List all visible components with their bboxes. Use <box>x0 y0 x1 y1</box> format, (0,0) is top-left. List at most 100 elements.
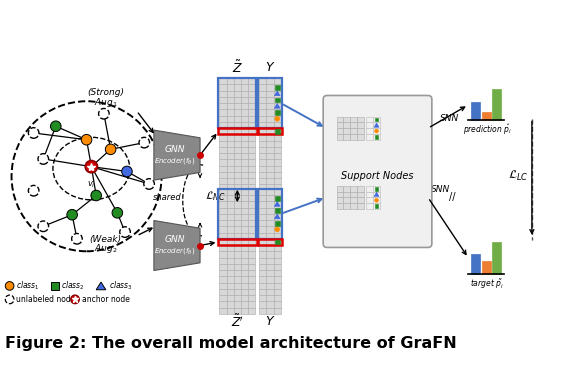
Bar <box>366 128 373 134</box>
Bar <box>266 141 274 147</box>
Bar <box>234 295 241 301</box>
Bar <box>234 195 241 201</box>
Bar <box>375 135 378 139</box>
Bar <box>248 141 255 147</box>
Text: SNN: SNN <box>440 115 459 123</box>
Bar <box>259 178 266 184</box>
Bar <box>219 109 226 116</box>
Bar <box>266 276 274 283</box>
Bar <box>226 201 234 208</box>
Bar <box>248 147 255 153</box>
Bar <box>266 197 274 203</box>
Bar <box>274 160 281 166</box>
Bar <box>241 166 248 172</box>
Bar <box>266 301 274 307</box>
Bar <box>366 186 373 192</box>
Bar <box>219 189 226 195</box>
Bar <box>241 201 248 208</box>
Bar <box>274 191 281 197</box>
Bar <box>248 116 255 122</box>
Bar <box>266 214 274 220</box>
Bar <box>234 128 241 134</box>
Bar <box>266 91 274 97</box>
Bar <box>219 251 226 258</box>
Bar <box>337 122 343 128</box>
Bar <box>275 208 280 213</box>
Bar <box>266 147 274 153</box>
Bar <box>266 289 274 295</box>
Bar <box>234 232 241 239</box>
Bar <box>219 153 226 160</box>
Bar <box>337 186 343 192</box>
Bar <box>275 98 280 102</box>
Bar <box>219 276 226 283</box>
Bar <box>226 289 234 295</box>
Bar <box>375 117 378 122</box>
Text: $Aug_2$: $Aug_2$ <box>94 242 117 255</box>
Circle shape <box>71 295 79 304</box>
Bar <box>226 103 234 109</box>
Bar <box>259 91 266 97</box>
Bar <box>259 232 266 239</box>
Bar <box>234 189 241 195</box>
Bar <box>226 191 234 197</box>
Bar <box>259 245 266 251</box>
Circle shape <box>275 116 280 121</box>
Bar <box>234 97 241 103</box>
Polygon shape <box>274 202 280 206</box>
Bar <box>226 245 234 251</box>
Bar <box>219 128 226 134</box>
Bar <box>219 283 226 289</box>
Bar <box>226 214 234 220</box>
Bar <box>241 239 248 245</box>
Bar <box>350 134 357 140</box>
Bar <box>248 85 255 91</box>
Bar <box>274 184 281 191</box>
Bar <box>241 276 248 283</box>
FancyBboxPatch shape <box>323 96 432 247</box>
Bar <box>373 197 380 203</box>
Bar <box>226 208 234 214</box>
Circle shape <box>51 121 61 131</box>
Bar <box>357 117 364 122</box>
Bar <box>248 214 255 220</box>
Bar <box>274 208 281 214</box>
Bar <box>226 147 234 153</box>
Bar <box>226 122 234 128</box>
Circle shape <box>375 129 378 133</box>
Bar <box>350 117 357 122</box>
Text: $Encoder(f_\theta)$: $Encoder(f_\theta)$ <box>155 246 196 256</box>
Bar <box>343 117 350 122</box>
Bar <box>219 191 226 197</box>
Bar <box>274 289 281 295</box>
Bar <box>259 276 266 283</box>
Bar <box>266 78 274 85</box>
Bar <box>259 301 266 307</box>
Bar <box>259 201 266 208</box>
Bar <box>343 203 350 209</box>
Bar <box>373 134 380 140</box>
Bar <box>274 116 281 122</box>
Bar <box>219 295 226 301</box>
Bar <box>219 307 226 314</box>
Bar <box>241 307 248 314</box>
Bar <box>274 97 281 103</box>
Bar <box>234 91 241 97</box>
Bar <box>266 178 274 184</box>
Circle shape <box>375 198 378 202</box>
Bar <box>248 197 255 203</box>
Text: target $\tilde{p}_i$: target $\tilde{p}_i$ <box>470 277 504 291</box>
Bar <box>241 153 248 160</box>
Bar <box>259 251 266 258</box>
Bar <box>219 214 226 220</box>
Bar <box>259 289 266 295</box>
Bar <box>274 283 281 289</box>
Bar <box>266 258 274 264</box>
Text: $Encoder(f_\theta)$: $Encoder(f_\theta)$ <box>155 156 196 166</box>
Bar <box>266 270 274 276</box>
Bar <box>472 254 480 274</box>
Bar <box>259 191 266 197</box>
Bar <box>266 122 274 128</box>
Bar <box>226 270 234 276</box>
Bar <box>226 251 234 258</box>
